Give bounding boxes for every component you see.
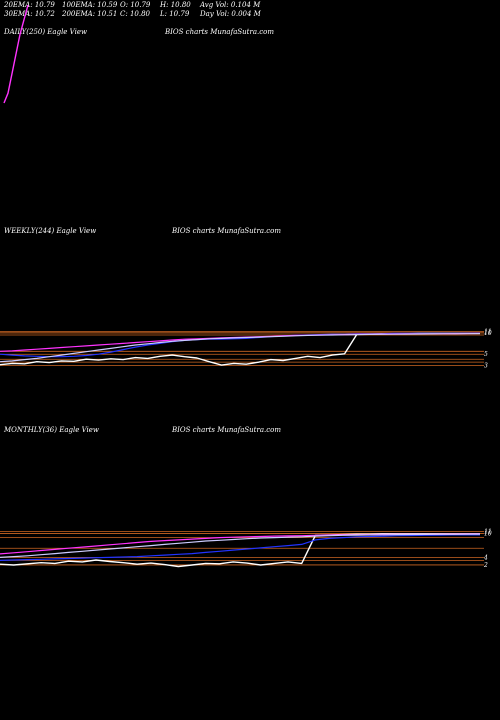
weekly-panel: WEEKLY(244) Eagle View BIOS charts Munafa… [0,227,492,369]
day-vol-readout: Day Vol: 0.004 M [200,10,261,18]
monthly-ema-blue-line [0,534,480,561]
daily-watermark: BIOS charts MunafaSutra.com [164,28,274,36]
monthly-ema-light-line [0,533,481,558]
monthly-panel: MONTHLY(36) Eagle View BIOS charts Munafa… [0,426,492,569]
weekly-ema-light-line [0,333,481,363]
weekly-panel-label: WEEKLY(244) Eagle View [4,227,96,235]
monthly-watermark: BIOS charts MunafaSutra.com [171,426,281,434]
monthly-tick-label: 10 [484,530,492,537]
monthly-tick-label: 4 [483,554,488,561]
monthly-tick-label: 2 [483,562,488,569]
weekly-tick-label: 3 [484,362,488,369]
monthly-ema-magenta-line [0,533,481,555]
avg-vol-readout: Avg Vol: 0.104 M [200,1,261,9]
open-readout: O: 10.79 [120,1,151,9]
low-readout: L: 10.79 [160,10,190,18]
ema30-readout: 30EMA: 10.72 [4,10,55,18]
weekly-ema-magenta-line [0,332,481,352]
daily-price-line [3,4,29,104]
weekly-tick-label: 5 [484,351,488,358]
daily-panel-label: DAILY(250) Eagle View [3,28,87,36]
ema200-readout: 200EMA: 10.51 [62,10,118,18]
daily-panel: DAILY(250) Eagle View BIOS charts MunafaS… [3,4,274,104]
weekly-tick-label: 11 [484,329,492,336]
ema100-readout: 100EMA: 10.59 [62,1,118,9]
monthly-panel-label: MONTHLY(36) Eagle View [3,426,99,434]
close-readout: C: 10.80 [120,10,150,18]
weekly-ema-blue-line [0,332,480,358]
weekly-tick-label: 10 [484,330,492,337]
high-readout: H: 10.80 [160,1,191,9]
ema20-readout: 20EMA: 10.79 [4,1,55,9]
weekly-watermark: BIOS charts MunafaSutra.com [171,227,281,235]
monthly-tick-label: 11 [484,529,492,536]
